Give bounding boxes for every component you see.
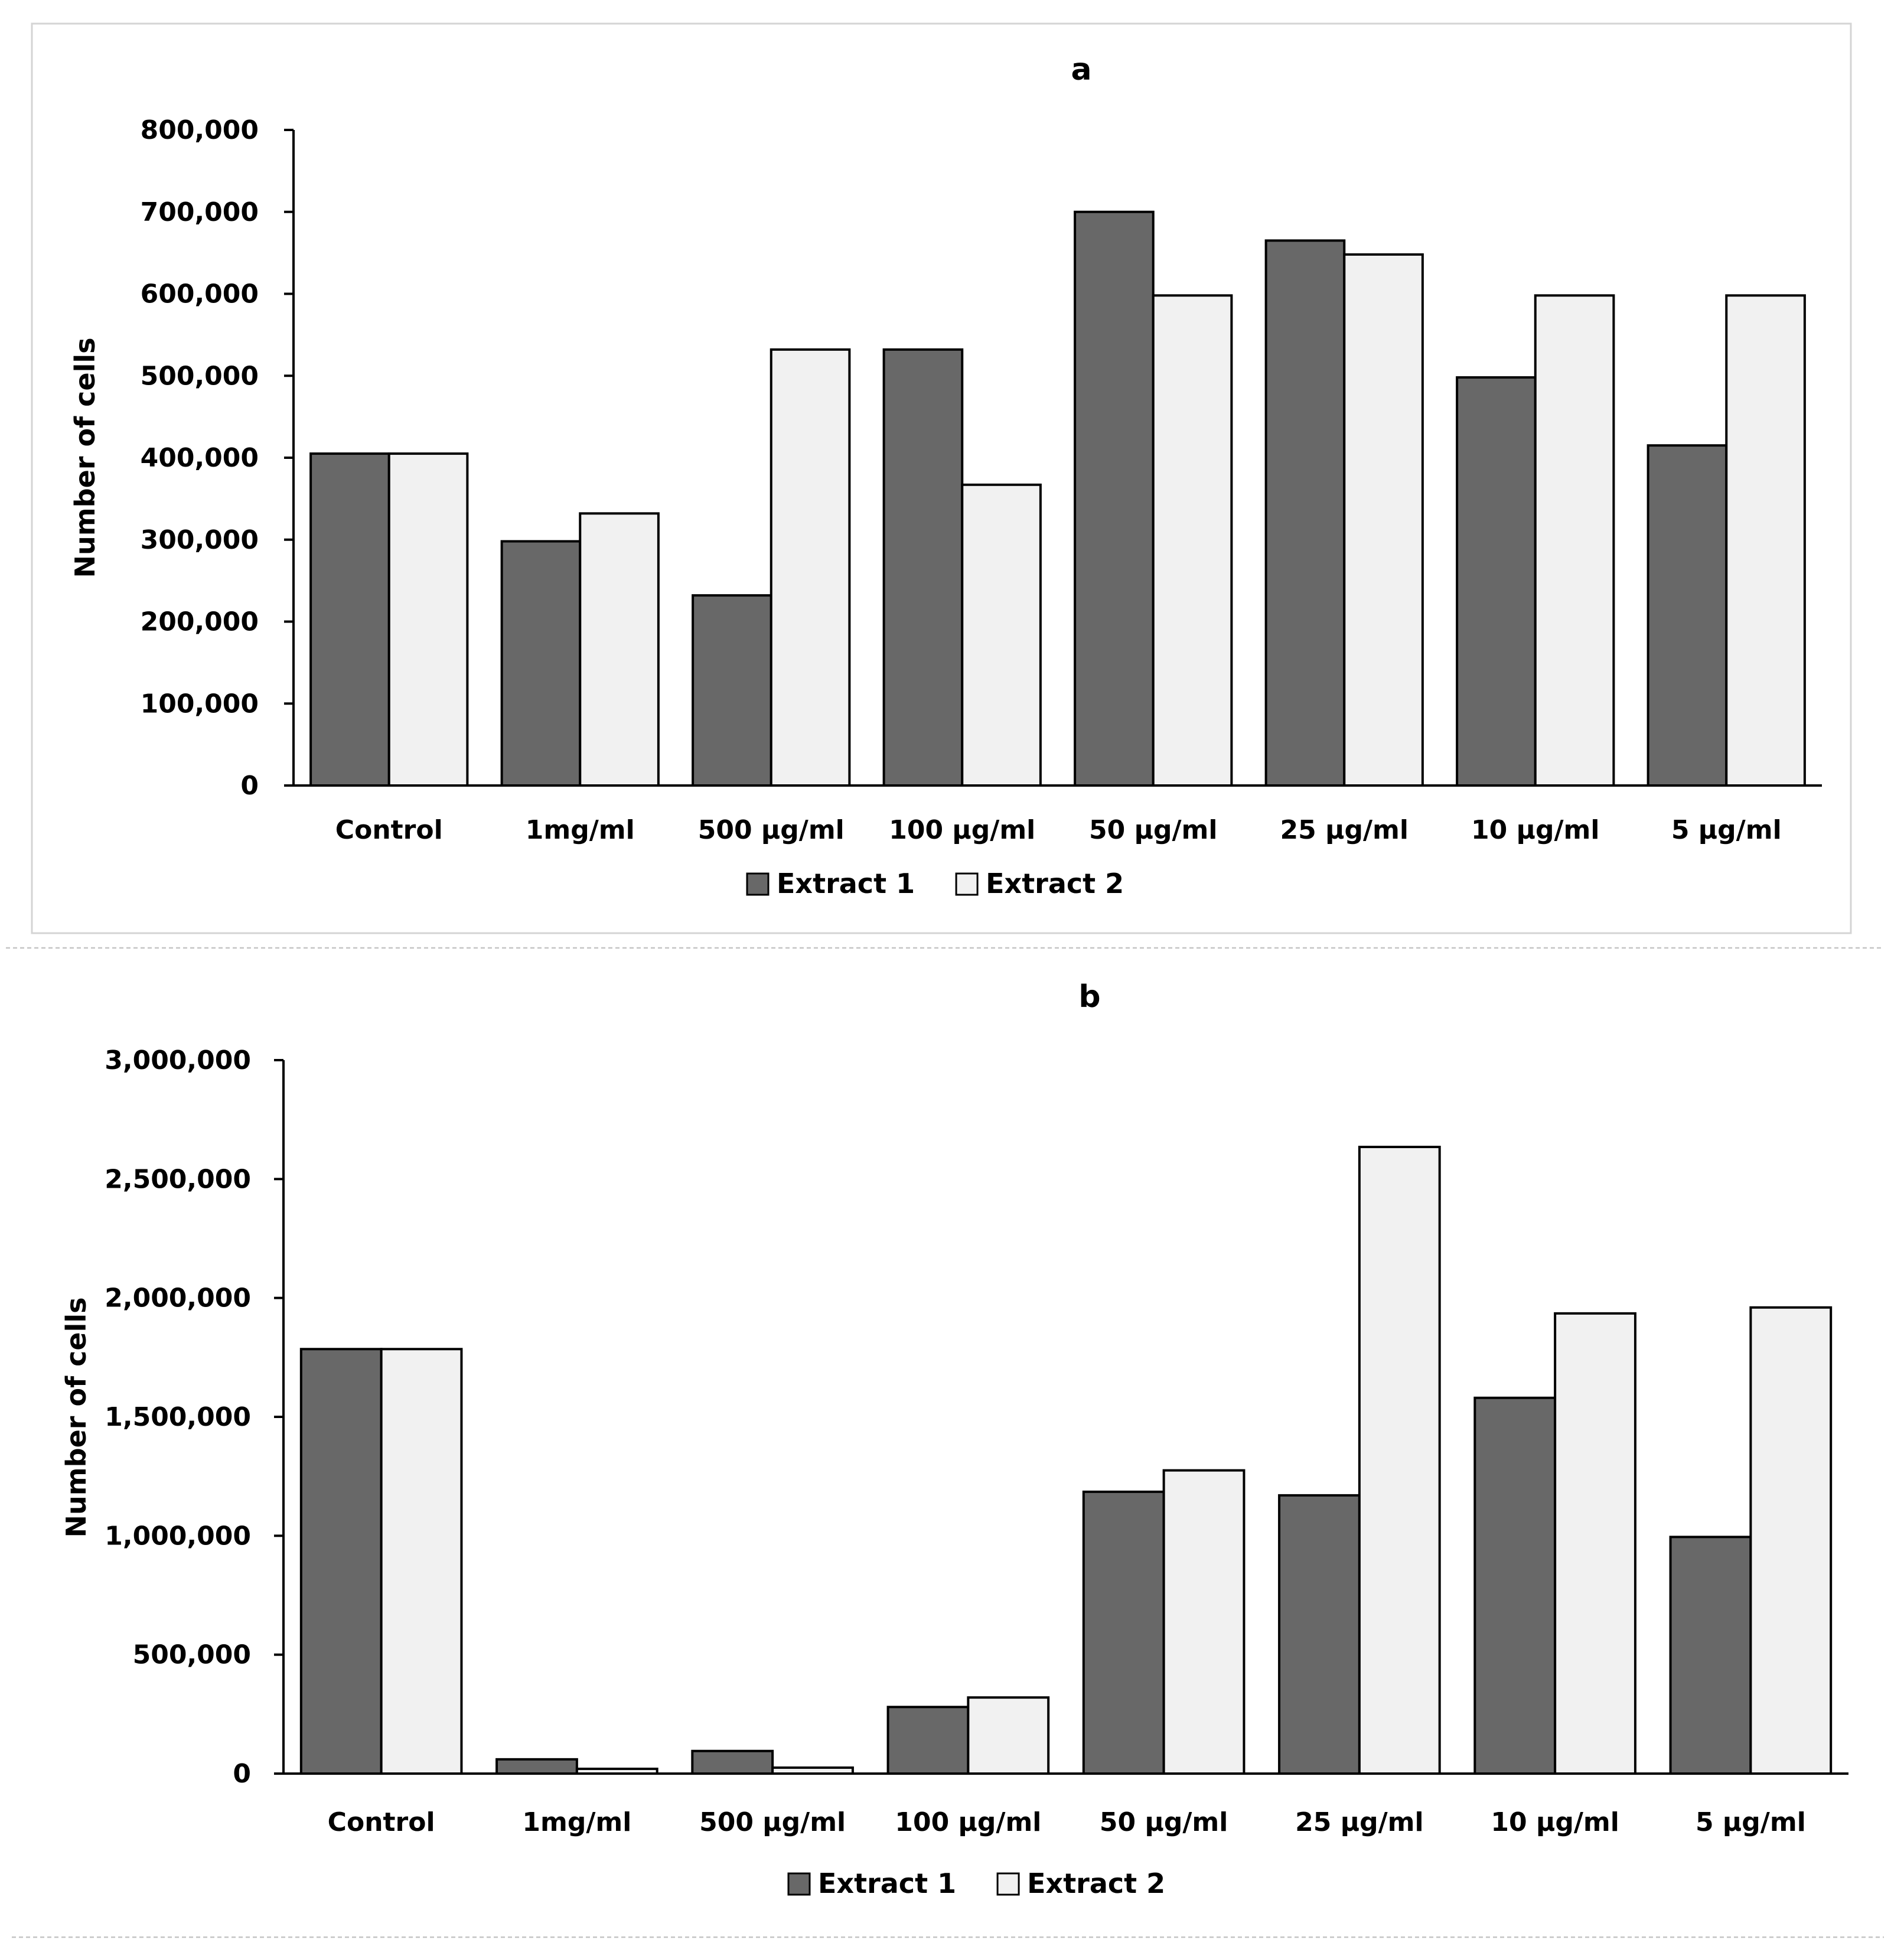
bar-extract-2-control — [387, 452, 469, 787]
x-tick-label: 25 µg/ml — [1295, 1807, 1423, 1837]
x-tick-label: 10 µg/ml — [1491, 1807, 1619, 1837]
bar-extract-1-control — [299, 1348, 383, 1775]
x-tick-label: Control — [328, 1807, 435, 1837]
y-tick-label: 0 — [240, 771, 259, 801]
x-tick-label: Control — [335, 815, 443, 845]
panel-a-y-ticks: 0 100,000 200,000 300,000 400,000 500,000 600,… — [141, 115, 294, 801]
y-tick-label: 800,000 — [141, 115, 259, 145]
legend-label-extract-1: Extract 1 — [818, 1867, 956, 1899]
bar-extract-2-100-ug-ml — [961, 483, 1042, 787]
legend-label-extract-1: Extract 1 — [777, 868, 915, 899]
panel-b-chart: 0 500,000 1,000,000 1,500,000 2,000,000 2,500… — [60, 979, 1848, 1899]
panel-b-y-ticks: 0 500,000 1,000,000 1,500,000 2,000,000 2,500… — [105, 1045, 283, 1789]
bar-extract-1-100-ug-ml — [882, 348, 964, 787]
x-tick-label: 1mg/ml — [526, 815, 635, 845]
panel-a-title: a — [1071, 52, 1091, 87]
bar-extract-1-500-ug-ml — [691, 1749, 774, 1775]
legend-swatch-extract-1 — [787, 1872, 811, 1896]
panel-b-legend: Extract 1 Extract 2 — [787, 1867, 1165, 1899]
x-tick-label: 500 µg/ml — [698, 815, 845, 845]
legend-swatch-extract-1 — [746, 872, 770, 896]
panel-a-legend: Extract 1 Extract 2 — [746, 868, 1124, 899]
legend-label-extract-2: Extract 2 — [1027, 1867, 1165, 1899]
panel-b-title: b — [1078, 979, 1100, 1015]
bar-extract-2-1mg-ml — [579, 512, 660, 787]
x-tick-label: 50 µg/ml — [1089, 815, 1217, 845]
y-tick-label: 700,000 — [141, 197, 259, 227]
legend-swatch-extract-2 — [955, 872, 979, 896]
y-tick-label: 500,000 — [141, 361, 259, 391]
x-tick-label: 5 µg/ml — [1671, 815, 1782, 845]
x-tick-label: 100 µg/ml — [895, 1807, 1041, 1837]
bar-extract-2-5-ug-ml — [1725, 294, 1806, 787]
bar-extract-1-100-ug-ml — [886, 1706, 970, 1775]
bar-extract-2-10-ug-ml — [1534, 294, 1615, 787]
x-tick-label: 25 µg/ml — [1280, 815, 1409, 845]
bar-extract-2-500-ug-ml — [770, 348, 851, 787]
bar-extract-2-100-ug-ml — [967, 1696, 1050, 1775]
panel-a-chart: 0 100,000 200,000 300,000 400,000 500,000 600,… — [69, 52, 1822, 899]
bar-extract-1-50-ug-ml — [1082, 1490, 1165, 1775]
y-tick-label: 1,500,000 — [105, 1402, 251, 1432]
y-tick-label: 300,000 — [141, 525, 259, 555]
panel-a-frame — [31, 22, 1852, 934]
bar-extract-2-50-ug-ml — [1162, 1469, 1246, 1775]
x-tick-label: 50 µg/ml — [1100, 1807, 1228, 1837]
panel-b-y-axis-label: Number of cells — [60, 1297, 92, 1537]
panel-a-y-axis-label: Number of cells — [69, 337, 101, 578]
bar-extract-2-5-ug-ml — [1749, 1306, 1833, 1775]
y-tick-label: 2,500,000 — [105, 1164, 251, 1194]
panel-b-x-ticks: Control 1mg/ml 500 µg/ml 100 µg/ml 50 µg/ml 2… — [328, 1807, 1806, 1837]
y-tick-label: 500,000 — [133, 1640, 251, 1670]
y-tick-label: 400,000 — [141, 443, 259, 473]
bar-extract-1-10-ug-ml — [1473, 1396, 1557, 1775]
x-tick-label: 1mg/ml — [522, 1807, 631, 1837]
bar-extract-1-1mg-ml — [495, 1758, 578, 1775]
y-tick-label: 200,000 — [141, 607, 259, 637]
y-tick-label: 0 — [233, 1759, 251, 1789]
y-tick-label: 100,000 — [141, 689, 259, 719]
y-tick-label: 600,000 — [141, 279, 259, 309]
x-tick-label: 500 µg/ml — [699, 1807, 846, 1837]
bar-extract-1-1mg-ml — [500, 540, 582, 787]
x-tick-label: 10 µg/ml — [1471, 815, 1599, 845]
panel-a-x-ticks: Control 1mg/ml 500 µg/ml 100 µg/ml 50 µg/ml 2… — [335, 815, 1782, 845]
panel-b-bars — [299, 1145, 1833, 1775]
y-tick-label: 1,000,000 — [105, 1521, 251, 1551]
panel-a-bars — [309, 210, 1806, 787]
legend-label-extract-2: Extract 2 — [986, 868, 1124, 899]
bar-extract-1-5-ug-ml — [1647, 444, 1728, 787]
bar-extract-1-10-ug-ml — [1456, 376, 1537, 787]
bar-extract-1-control — [309, 452, 390, 787]
bar-extract-1-5-ug-ml — [1669, 1536, 1752, 1775]
legend-swatch-extract-2 — [996, 1872, 1020, 1896]
y-tick-label: 2,000,000 — [105, 1283, 251, 1314]
y-tick-label: 3,000,000 — [105, 1045, 251, 1075]
bar-extract-1-500-ug-ml — [692, 594, 772, 787]
bar-extract-2-10-ug-ml — [1554, 1312, 1636, 1775]
bar-extract-1-50-ug-ml — [1074, 210, 1155, 787]
bar-extract-2-25-ug-ml — [1343, 253, 1424, 787]
x-tick-label: 100 µg/ml — [889, 815, 1035, 845]
bar-extract-1-25-ug-ml — [1278, 1494, 1361, 1775]
bar-extract-2-control — [380, 1348, 463, 1775]
bar-extract-1-25-ug-ml — [1264, 239, 1346, 787]
bar-extract-2-50-ug-ml — [1152, 294, 1233, 787]
x-tick-label: 5 µg/ml — [1696, 1807, 1806, 1837]
bar-extract-2-25-ug-ml — [1358, 1145, 1441, 1775]
